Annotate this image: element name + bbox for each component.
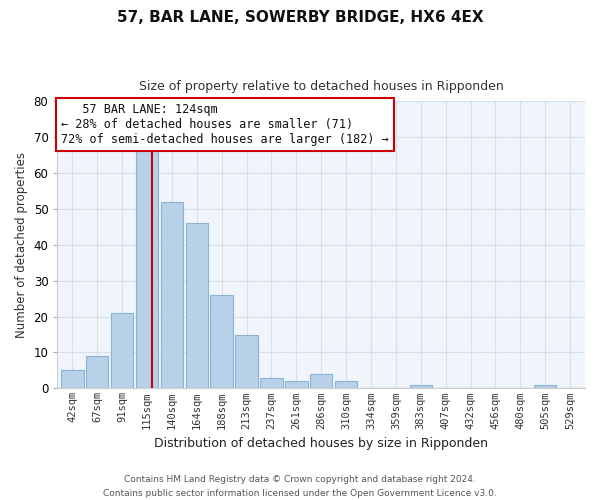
Bar bbox=[285, 381, 308, 388]
Y-axis label: Number of detached properties: Number of detached properties bbox=[15, 152, 28, 338]
Bar bbox=[310, 374, 332, 388]
Text: 57 BAR LANE: 124sqm
← 28% of detached houses are smaller (71)
72% of semi-detach: 57 BAR LANE: 124sqm ← 28% of detached ho… bbox=[61, 103, 389, 146]
X-axis label: Distribution of detached houses by size in Ripponden: Distribution of detached houses by size … bbox=[154, 437, 488, 450]
Bar bbox=[211, 295, 233, 388]
Text: Contains HM Land Registry data © Crown copyright and database right 2024.
Contai: Contains HM Land Registry data © Crown c… bbox=[103, 476, 497, 498]
Bar bbox=[335, 381, 358, 388]
Bar bbox=[111, 313, 133, 388]
Bar bbox=[61, 370, 83, 388]
Title: Size of property relative to detached houses in Ripponden: Size of property relative to detached ho… bbox=[139, 80, 503, 93]
Bar bbox=[185, 223, 208, 388]
Bar bbox=[410, 385, 432, 388]
Text: 57, BAR LANE, SOWERBY BRIDGE, HX6 4EX: 57, BAR LANE, SOWERBY BRIDGE, HX6 4EX bbox=[116, 10, 484, 25]
Bar bbox=[235, 334, 258, 388]
Bar bbox=[534, 385, 556, 388]
Bar bbox=[86, 356, 109, 388]
Bar bbox=[161, 202, 183, 388]
Bar bbox=[136, 148, 158, 388]
Bar bbox=[260, 378, 283, 388]
